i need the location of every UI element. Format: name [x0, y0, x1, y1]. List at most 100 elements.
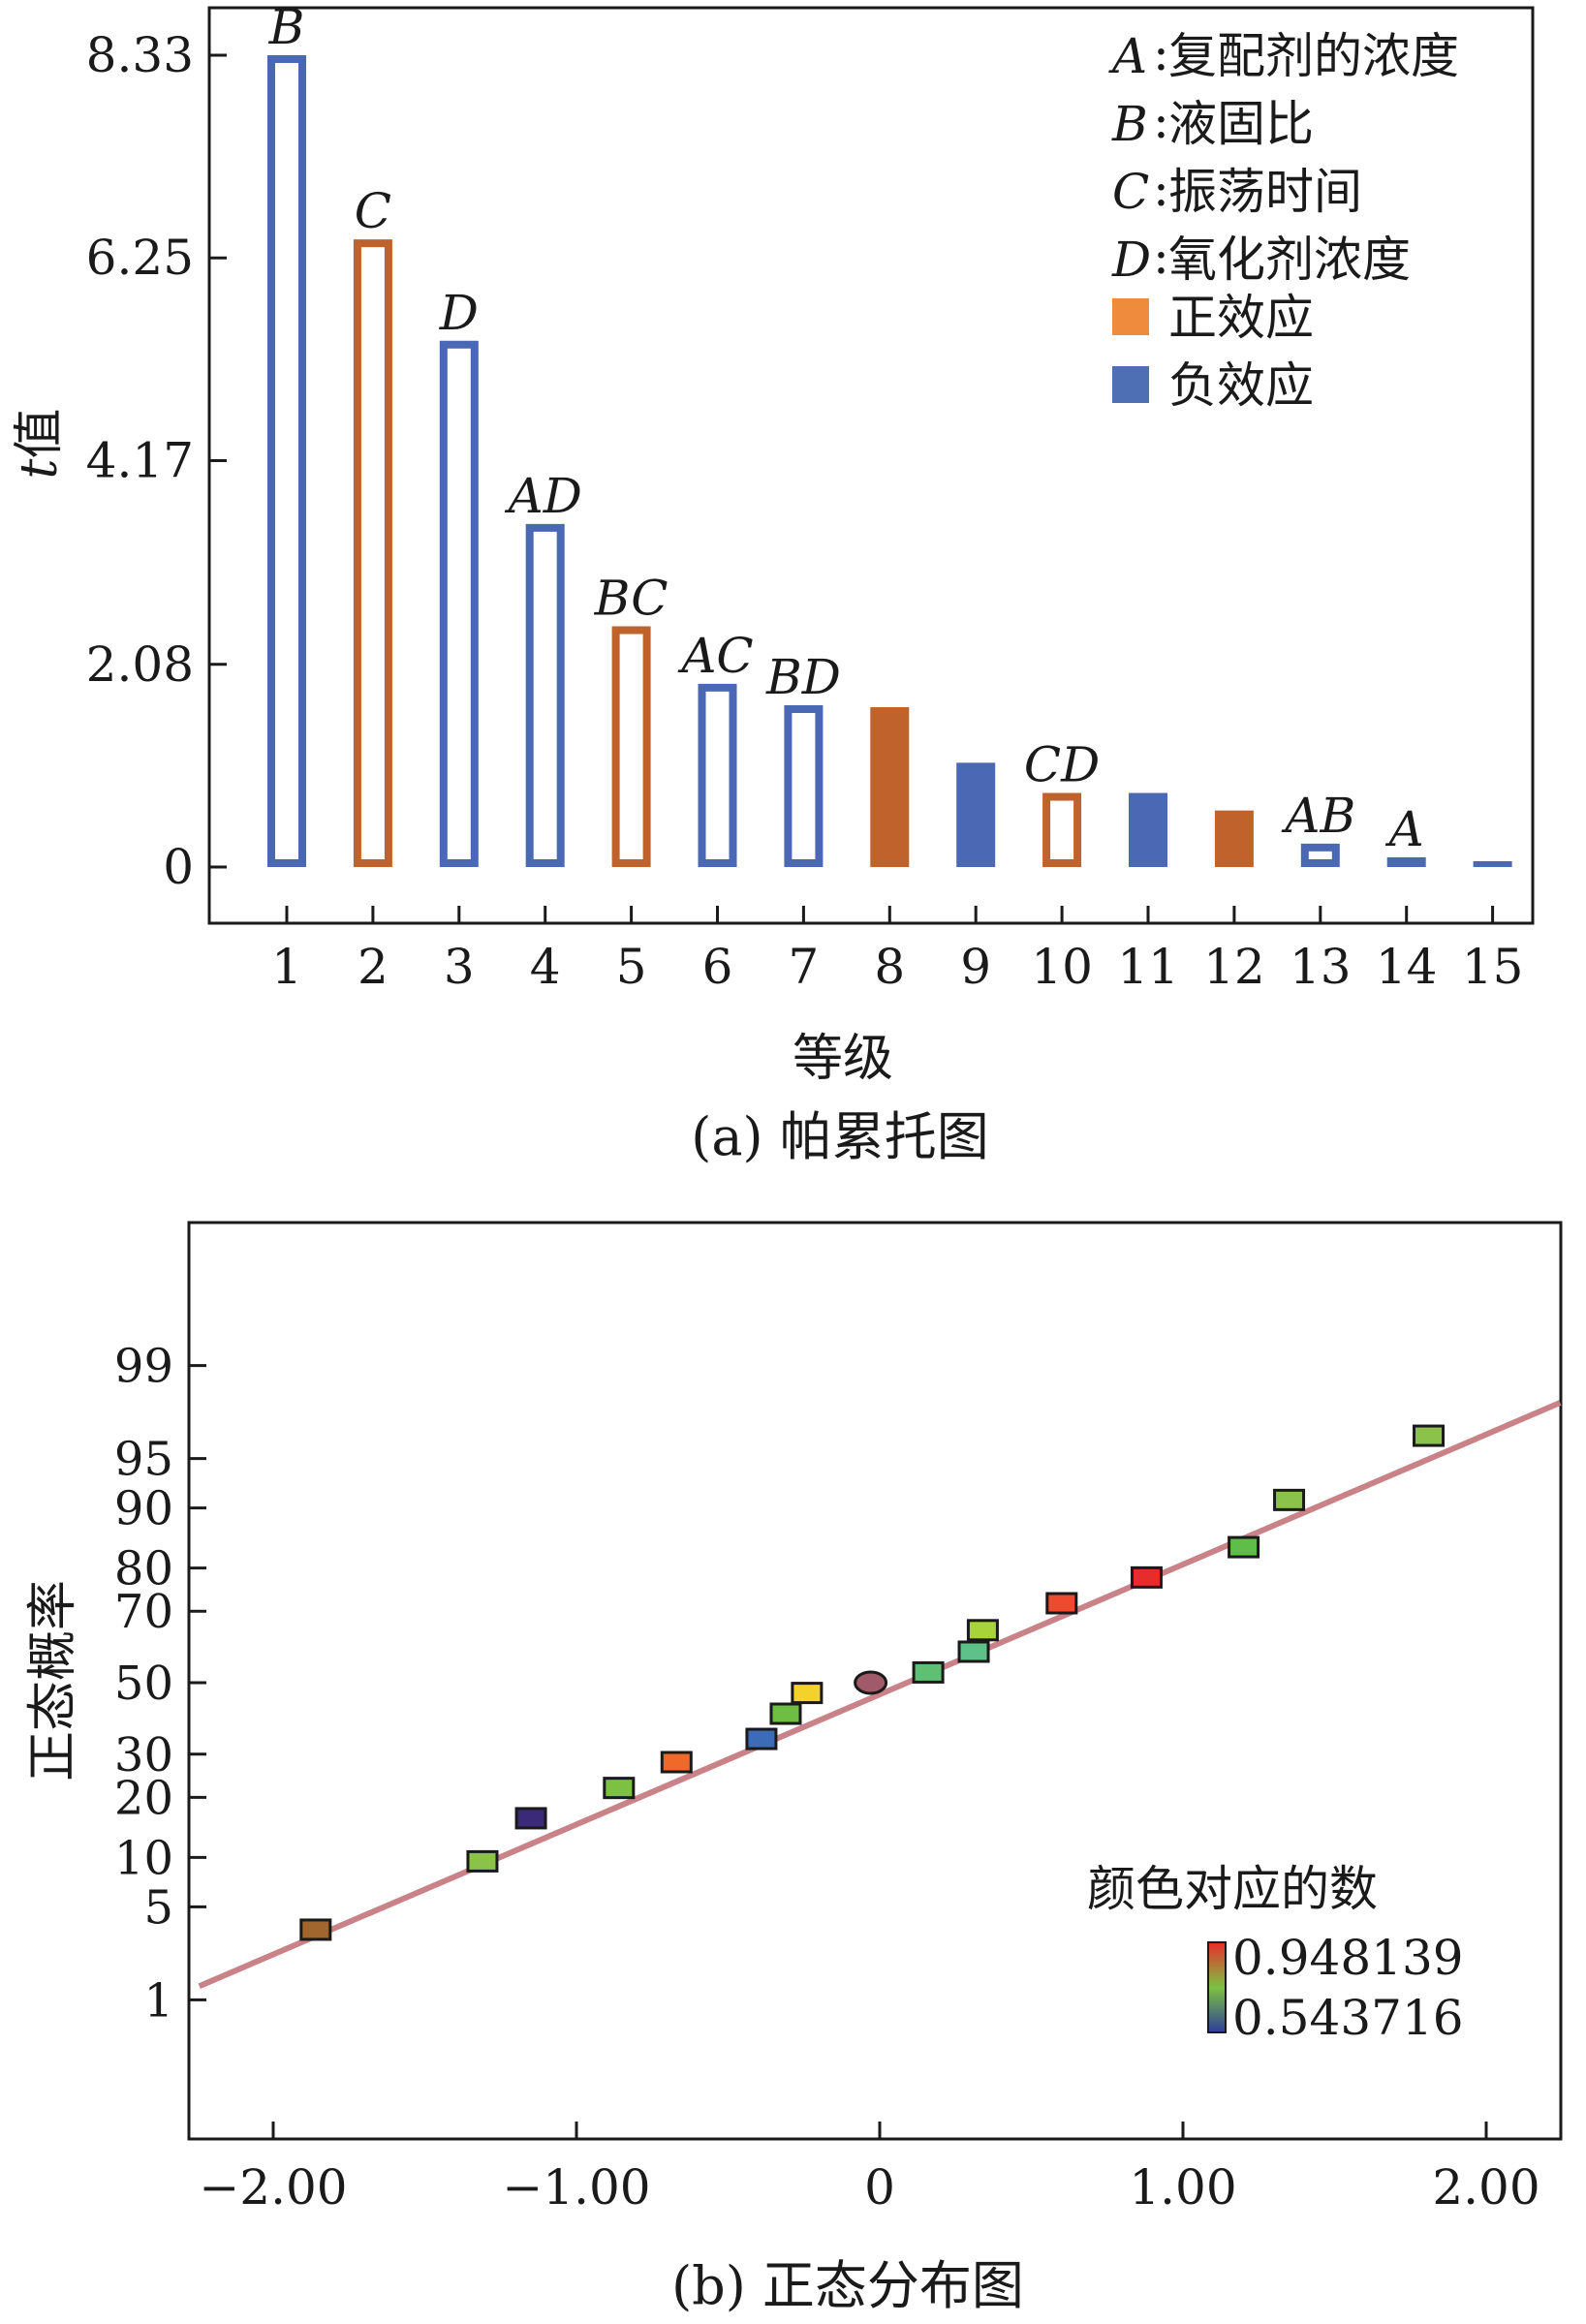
normal-y-tick-label: 90	[114, 1482, 173, 1536]
pareto-bar-label: BC	[594, 571, 669, 627]
normal-plot-frame	[187, 1221, 1563, 2141]
normal-y-tick-label: 1	[143, 1973, 173, 2028]
normal-points	[299, 1424, 1446, 1941]
legend-factor-key: A	[1108, 28, 1147, 84]
normal-x-tick-label: −2.00	[199, 2159, 347, 2216]
pareto-x-tick-label: 10	[1031, 939, 1093, 995]
pareto-x-tick-label: 11	[1117, 939, 1179, 995]
normal-y-tick-label: 10	[114, 1831, 173, 1885]
pareto-y-tick-label: 8.33	[86, 27, 194, 83]
normal-point	[1045, 1592, 1078, 1615]
normal-point	[745, 1727, 778, 1751]
pareto-bar-label: BD	[765, 649, 841, 705]
normal-y-tick-label: 80	[114, 1542, 173, 1596]
normal-x-tick-label: −1.00	[502, 2159, 650, 2216]
normal-point	[912, 1660, 945, 1684]
pareto-bar-label: B	[268, 0, 305, 55]
pareto-x-tick-label: 2	[358, 939, 389, 995]
pareto-x-tick-label: 12	[1203, 939, 1265, 995]
normal-point	[299, 1918, 332, 1941]
normal-caption: (b) 正态分布图	[671, 2255, 1024, 2316]
legend-effect-swatch	[1112, 366, 1149, 403]
normal-point	[1228, 1535, 1260, 1559]
normal-x-tick-label: 1.00	[1129, 2159, 1236, 2216]
pareto-bar-label: AD	[505, 468, 582, 524]
pareto-y-tick-label: 4.17	[86, 432, 194, 488]
normal-y-axis-label: 正态概率	[24, 1580, 82, 1782]
pareto-bar	[353, 239, 392, 867]
legend-effect-swatch	[1112, 298, 1149, 335]
pareto-x-tick-label: 4	[530, 939, 561, 995]
normal-fit-line	[198, 1400, 1562, 1989]
pareto-x-ticks: 1 2 3 4 5 6 7 8 9 10 11 12 13 14 15	[271, 906, 1523, 995]
pareto-bar	[611, 626, 651, 867]
normal-y-tick-label: 99	[114, 1340, 173, 1394]
colorbar-scale	[1207, 1941, 1227, 2033]
pareto-bar-label: C	[355, 183, 391, 239]
pareto-x-tick-label: 6	[702, 939, 733, 995]
pareto-caption: (a) 帕累托图	[691, 1106, 989, 1167]
normal-point	[603, 1777, 636, 1800]
colorbar-title: 颜色对应的数	[1087, 1861, 1378, 1917]
normal-point	[1273, 1488, 1306, 1511]
pareto-bar-label: AB	[1281, 788, 1355, 844]
pareto-y-ticks: 0 2.08 4.17 6.25 8.33	[86, 27, 227, 895]
pareto-x-tick-label: 14	[1376, 939, 1438, 995]
normal-point	[957, 1640, 990, 1663]
legend-factor-key: C	[1112, 164, 1149, 220]
pareto-y-axis-label: t值	[11, 409, 69, 480]
pareto-bar	[525, 523, 565, 867]
normal-y-tick-label: 50	[114, 1657, 173, 1711]
legend-factor-name: 振荡时间	[1168, 164, 1362, 220]
pareto-bar	[439, 340, 479, 867]
normal-y-tick-label: 5	[143, 1880, 173, 1935]
legend-effect-name: 负效应	[1168, 357, 1314, 414]
pareto-x-tick-label: 5	[616, 939, 647, 995]
pareto-x-tick-label: 1	[271, 939, 302, 995]
normal-x-tick-label: 2.00	[1432, 2159, 1539, 2216]
pareto-bar-label: AC	[677, 628, 753, 684]
pareto-bar	[1386, 856, 1426, 868]
legend-factor-name: 液固比	[1168, 96, 1314, 152]
normal-point	[854, 1670, 888, 1695]
pareto-bar-label: A	[1385, 801, 1424, 857]
normal-x-tick-label: 0	[864, 2159, 895, 2216]
normal-point	[791, 1682, 824, 1705]
legend-factor-colon: :	[1153, 161, 1169, 217]
legend-effect-name: 正效应	[1168, 290, 1314, 346]
pareto-bar	[1214, 810, 1254, 867]
legend-factor-key: B	[1111, 96, 1148, 152]
pareto-bar	[956, 762, 996, 867]
pareto-plot-frame	[207, 6, 1535, 925]
normal-y-tick-label: 95	[114, 1433, 173, 1487]
pareto-bar	[698, 683, 737, 867]
colorbar-max-label: 0.948139	[1232, 1930, 1464, 1986]
pareto-bar	[1473, 860, 1512, 867]
pareto-bar	[784, 705, 824, 867]
normal-point	[514, 1807, 547, 1830]
normal-y-tick-label: 30	[114, 1728, 173, 1782]
legend-factor-colon: :	[1153, 25, 1169, 81]
pareto-x-tick-label: 7	[788, 939, 819, 995]
pareto-bar	[1042, 792, 1082, 868]
pareto-y-tick-label: 6.25	[86, 230, 194, 286]
pareto-x-tick-label: 13	[1290, 939, 1352, 995]
pareto-x-axis-label: 等级	[793, 1030, 893, 1088]
pareto-y-tick-label: 0	[163, 839, 194, 895]
legend-factor-key: D	[1111, 232, 1151, 288]
normal-point	[1130, 1565, 1163, 1589]
pareto-bar	[267, 55, 306, 867]
normal-point	[466, 1849, 499, 1873]
normal-point	[769, 1702, 802, 1725]
pareto-bar-label: D	[439, 285, 479, 341]
pareto-y-tick-label: 2.08	[86, 636, 194, 693]
pareto-x-tick-label: 3	[444, 939, 475, 995]
legend-factor-name: 氧化剂浓度	[1168, 232, 1411, 288]
colorbar-min-label: 0.543716	[1232, 1990, 1464, 2046]
normal-point	[966, 1619, 999, 1642]
